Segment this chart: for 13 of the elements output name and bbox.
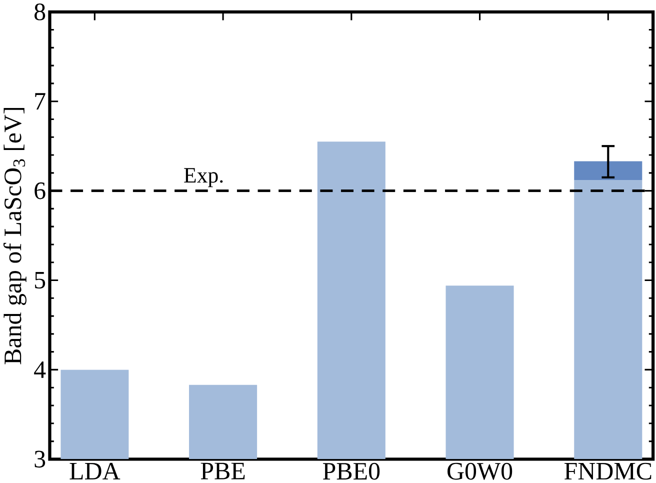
ref-line-label: Exp. [184, 168, 223, 187]
x-tick-label: PBE [200, 462, 245, 480]
x-tick-label: PBE0 [322, 462, 380, 480]
x-tick-label: FNDMC [564, 462, 652, 480]
y-tick-label: 4 [34, 361, 46, 378]
y-tick-label: 6 [34, 182, 46, 200]
y-tick-label: 7 [35, 93, 46, 110]
x-tick-label: G0W0 [448, 462, 512, 480]
y-tick-label: 3 [34, 450, 46, 468]
y-axis-title: Band gap of LaScO$_{3}$ [eV] [3, 108, 26, 364]
y-tick-label: 5 [35, 272, 46, 288]
y-tick-label: 8 [34, 3, 46, 20]
x-tick-label: LDA [70, 462, 120, 480]
